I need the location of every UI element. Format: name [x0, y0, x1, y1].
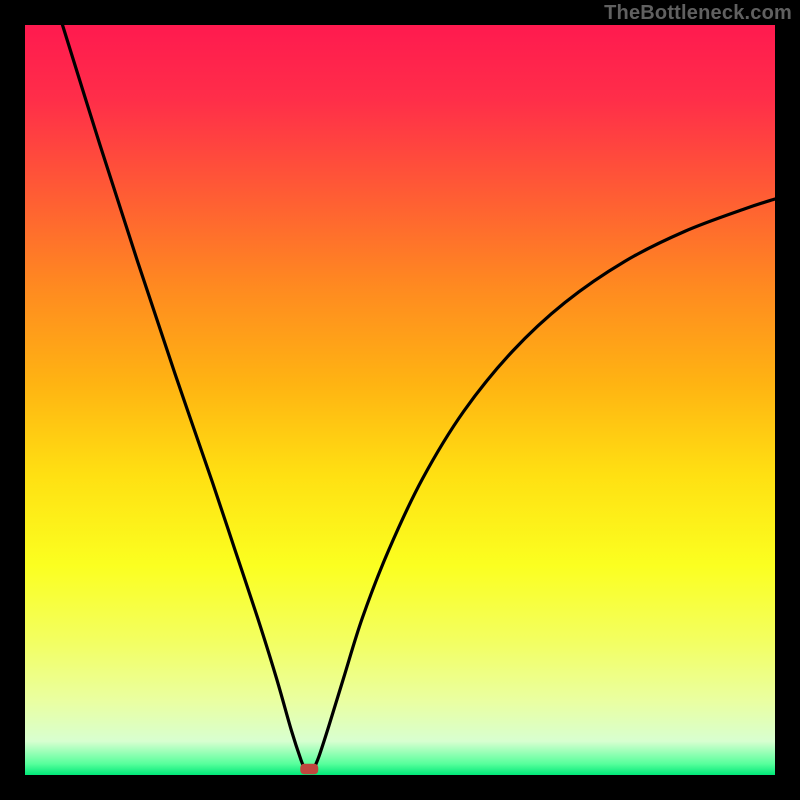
chart-stage: TheBottleneck.com	[0, 0, 800, 800]
plot-background-gradient	[25, 25, 775, 775]
minimum-marker	[300, 764, 318, 775]
watermark-text: TheBottleneck.com	[604, 2, 792, 25]
bottleneck-curve-chart	[0, 0, 800, 800]
